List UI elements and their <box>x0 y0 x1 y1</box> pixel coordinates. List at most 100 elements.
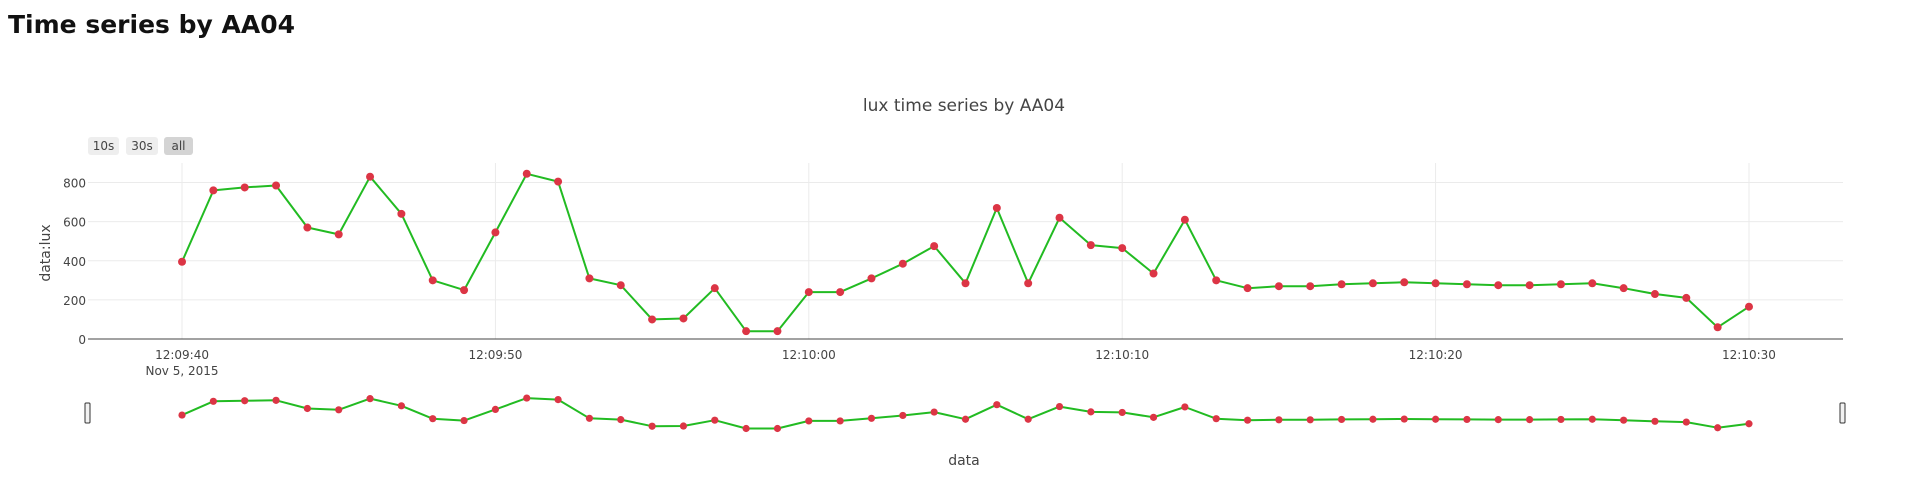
data-point[interactable] <box>209 186 218 195</box>
x-tick-label: 12:10:00 <box>782 348 836 362</box>
data-point[interactable] <box>961 279 970 288</box>
slider-data-point <box>1212 415 1220 423</box>
slider-data-point <box>1087 408 1095 416</box>
data-point[interactable] <box>1525 281 1534 290</box>
range-slider-handle-left[interactable] <box>84 402 91 424</box>
data-point[interactable] <box>1024 279 1033 288</box>
data-point[interactable] <box>428 276 437 285</box>
slider-data-point <box>899 411 907 420</box>
slider-data-point <box>1024 415 1032 423</box>
data-point[interactable] <box>1274 282 1283 291</box>
data-point[interactable] <box>366 172 375 181</box>
slider-data-point <box>1557 415 1565 424</box>
data-point[interactable] <box>836 288 845 297</box>
data-point[interactable] <box>554 177 563 186</box>
data-point[interactable] <box>1494 281 1503 290</box>
data-point[interactable] <box>1588 279 1597 288</box>
data-point[interactable] <box>1650 290 1659 299</box>
data-point[interactable] <box>773 327 782 336</box>
slider-data-point <box>178 411 186 419</box>
x-tick-label: 12:10:20 <box>1409 348 1463 362</box>
data-point[interactable] <box>1149 269 1158 278</box>
x-axis-title: data <box>948 453 980 469</box>
data-point[interactable] <box>648 315 657 324</box>
data-point[interactable] <box>1243 284 1252 293</box>
data-point[interactable] <box>1682 293 1691 302</box>
slider-data-point <box>961 415 970 423</box>
data-point[interactable] <box>178 257 187 266</box>
data-point[interactable] <box>1306 282 1315 291</box>
data-point[interactable] <box>1055 213 1064 222</box>
slider-data-point <box>1494 416 1502 424</box>
data-point[interactable] <box>1118 244 1127 253</box>
slider-data-point <box>836 417 844 425</box>
slider-data-point <box>585 414 594 422</box>
range-button-30s[interactable]: 30s <box>126 137 158 155</box>
data-point[interactable] <box>616 281 625 290</box>
slider-data-point <box>1275 416 1283 424</box>
data-point[interactable] <box>1368 279 1377 288</box>
data-point[interactable] <box>867 274 876 283</box>
data-point[interactable] <box>240 183 249 192</box>
range-button-all[interactable]: all <box>164 137 193 155</box>
data-point[interactable] <box>1431 279 1440 288</box>
slider-data-point <box>1588 415 1596 423</box>
x-tick-date-label: Nov 5, 2015 <box>145 364 218 378</box>
range-button-10s[interactable]: 10s <box>88 137 119 155</box>
data-point[interactable] <box>1180 215 1189 224</box>
data-point[interactable] <box>804 288 813 297</box>
data-point[interactable] <box>930 242 939 251</box>
slider-data-point <box>617 416 625 424</box>
slider-data-point <box>1055 402 1064 411</box>
data-point[interactable] <box>1556 280 1565 289</box>
slider-data-point <box>460 416 468 425</box>
slider-data-point <box>1431 415 1440 423</box>
range-button-10s-label: 10s <box>93 139 115 153</box>
slider-data-point <box>867 414 876 422</box>
data-point[interactable] <box>272 181 281 190</box>
data-point[interactable] <box>1400 278 1409 287</box>
y-axis-title: data:lux <box>38 224 54 281</box>
data-point[interactable] <box>303 223 312 232</box>
data-point[interactable] <box>1744 302 1753 311</box>
data-point[interactable] <box>397 209 406 218</box>
range-button-all-bg <box>164 137 193 155</box>
slider-data-point <box>429 415 437 423</box>
data-point[interactable] <box>1462 280 1471 289</box>
data-point[interactable] <box>1713 323 1722 332</box>
slider-data-point <box>742 424 750 433</box>
data-point[interactable] <box>585 274 594 283</box>
y-tick-label: 0 <box>78 333 86 347</box>
data-point[interactable] <box>1086 241 1095 250</box>
slider-data-point <box>491 405 500 414</box>
slider-data-point <box>1651 417 1659 425</box>
data-point[interactable] <box>679 314 688 323</box>
slider-data-point <box>335 406 343 414</box>
data-point[interactable] <box>710 284 719 293</box>
range-button-30s-bg <box>126 137 158 155</box>
slider-data-point <box>1463 415 1471 424</box>
data-point[interactable] <box>491 228 500 237</box>
data-point[interactable] <box>1212 276 1221 285</box>
data-point[interactable] <box>898 259 907 268</box>
range-slider-handle-right[interactable] <box>1839 402 1846 424</box>
data-point[interactable] <box>460 286 469 295</box>
data-point[interactable] <box>1619 284 1628 293</box>
slider-data-point <box>1306 416 1314 424</box>
slider-data-point <box>1714 424 1722 432</box>
data-point[interactable] <box>1337 280 1346 289</box>
chart-title: lux time series by AA04 <box>863 96 1065 116</box>
grid <box>88 163 1843 339</box>
data-point[interactable] <box>992 203 1001 212</box>
data-point[interactable] <box>742 327 751 336</box>
range-button-all-label: all <box>171 139 185 153</box>
data-point[interactable] <box>334 230 343 239</box>
slider-data-point <box>303 404 311 413</box>
slider-data-point <box>1745 420 1753 428</box>
y-tick-label: 200 <box>63 294 86 308</box>
range-button-10s-bg <box>88 137 119 155</box>
data-point[interactable] <box>522 169 531 178</box>
slider-data-point <box>209 397 217 405</box>
y-tick-label: 600 <box>63 216 86 230</box>
